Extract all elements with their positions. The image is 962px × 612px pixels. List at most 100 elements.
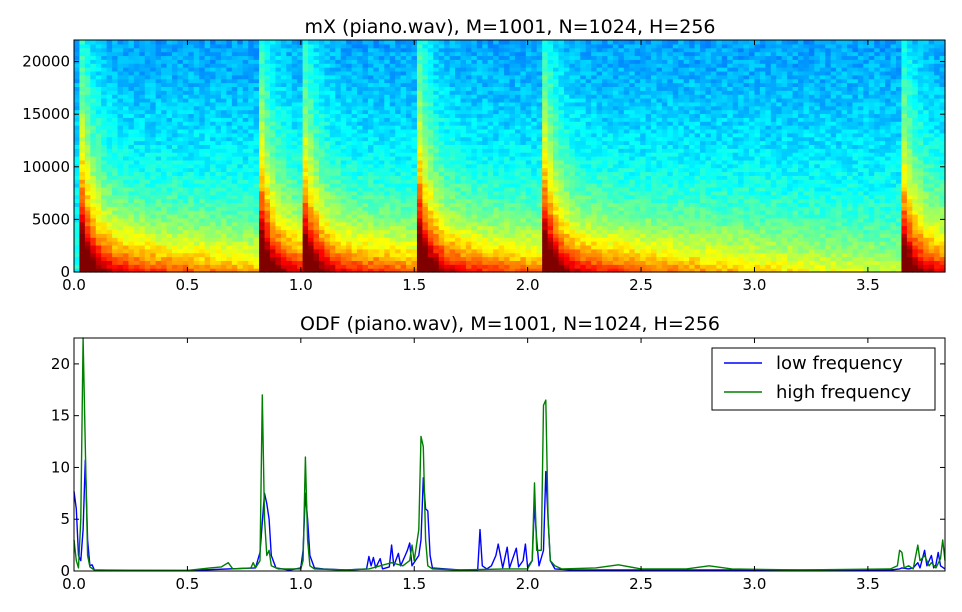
spectrogram-cell xyxy=(509,206,516,211)
spectrogram-cell xyxy=(210,132,217,138)
spectrogram-cell xyxy=(220,214,228,219)
spectrogram-cell xyxy=(144,229,151,234)
spectrogram-cell xyxy=(482,101,489,107)
spectrogram-cell xyxy=(269,190,277,196)
spectrogram-cell xyxy=(248,136,255,142)
spectrogram-cell xyxy=(378,186,385,192)
spectrogram-cell xyxy=(340,233,347,238)
spectrogram-cell xyxy=(128,121,135,126)
spectrogram-cell xyxy=(259,63,266,68)
spectrogram-cell xyxy=(112,256,119,261)
spectrogram-cell xyxy=(280,55,287,60)
spectrogram-cell xyxy=(433,217,440,223)
spectrogram-cell xyxy=(297,237,304,242)
spectrogram-cell xyxy=(128,101,135,107)
spectrogram-cell xyxy=(133,186,140,192)
spectrogram-cell xyxy=(427,47,434,53)
spectrogram-cell xyxy=(150,78,157,84)
spectrogram-cell xyxy=(210,98,217,103)
spectrogram-cell xyxy=(144,244,151,250)
spectrogram-cell xyxy=(204,171,211,176)
spectrogram-cell xyxy=(411,237,418,242)
spectrogram-cell xyxy=(286,248,293,254)
spectrogram-cell xyxy=(389,244,396,250)
spectrogram-cell xyxy=(242,202,249,207)
spectrogram-cell xyxy=(231,117,238,122)
spectrogram-cell xyxy=(395,152,402,157)
spectrogram-cell xyxy=(373,260,380,265)
spectrogram-cell xyxy=(525,241,532,246)
spectrogram-cell xyxy=(455,217,462,223)
spectrogram-cell xyxy=(460,55,467,60)
spectrogram-cell xyxy=(367,171,375,176)
spectrogram-cell xyxy=(406,63,413,68)
spectrogram-cell xyxy=(144,47,151,53)
spectrogram-cell xyxy=(79,198,86,203)
spectrogram-cell xyxy=(465,113,472,118)
spectrogram-cell xyxy=(302,98,309,103)
spectrogram-cell xyxy=(455,260,462,265)
spectrogram-cell xyxy=(269,156,277,161)
spectrogram-cell xyxy=(389,237,396,242)
spectrogram-cell xyxy=(275,40,282,45)
spectrogram-cell xyxy=(487,121,494,126)
spectrogram-cell xyxy=(237,43,244,49)
spectrogram-cell xyxy=(166,225,173,231)
spectrogram-cell xyxy=(302,225,309,231)
spectrogram-cell xyxy=(264,186,271,192)
spectrogram-cell xyxy=(291,214,298,219)
spectrogram-cell xyxy=(275,194,282,200)
spectrogram-cell xyxy=(248,163,255,169)
spectrogram-cell xyxy=(482,152,489,157)
spectrogram-cell xyxy=(177,82,184,87)
spectrogram-cell xyxy=(74,264,81,269)
spectrogram-cell xyxy=(144,121,151,126)
spectrogram-cell xyxy=(286,113,293,118)
spectrogram-cell xyxy=(460,63,467,68)
spectrogram-cell xyxy=(427,70,434,76)
spectrogram-cell xyxy=(199,229,206,234)
spectrogram-cell xyxy=(346,252,353,258)
spectrogram-cell xyxy=(308,186,315,192)
spectrogram-cell xyxy=(504,248,511,254)
spectrogram-cell xyxy=(215,217,222,223)
spectrogram-cell xyxy=(101,264,108,269)
spectrogram-cell xyxy=(171,202,179,207)
spectrogram-cell xyxy=(329,167,336,173)
spectrogram-cell xyxy=(139,268,146,273)
spectrogram-cell xyxy=(504,186,511,192)
spectrogram-cell xyxy=(433,136,440,142)
spectrogram-cell xyxy=(237,214,244,219)
spectrogram-cell xyxy=(269,105,277,111)
spectrogram-cell xyxy=(335,237,342,242)
spectrogram-cell xyxy=(395,237,402,242)
spectrogram-cell xyxy=(79,86,86,91)
spectrogram-cell xyxy=(188,43,195,49)
spectrogram-cell xyxy=(259,264,266,269)
spectrogram-cell xyxy=(438,171,445,176)
spectrogram-cell xyxy=(280,117,287,122)
spectrogram-cell xyxy=(188,167,195,173)
spectrogram-cell xyxy=(275,74,282,80)
spectrogram-cell xyxy=(215,94,222,99)
spectrogram-cell xyxy=(313,217,320,223)
spectrogram-cell xyxy=(378,159,385,165)
spectrogram-cell xyxy=(329,55,336,60)
spectrogram-cell xyxy=(117,233,124,238)
spectrogram-cell xyxy=(400,221,407,227)
spectrogram-cell xyxy=(242,163,249,169)
spectrogram-cell xyxy=(411,217,418,223)
spectrogram-cell xyxy=(242,248,249,254)
spectrogram-cell xyxy=(335,248,342,254)
spectrogram-cell xyxy=(444,152,451,157)
spectrogram-cell xyxy=(476,140,483,145)
spectrogram-cell xyxy=(449,101,456,107)
spectrogram-cell xyxy=(237,163,244,169)
spectrogram-cell xyxy=(248,125,255,130)
spectrogram-cell xyxy=(133,190,140,196)
spectrogram-cell xyxy=(101,63,108,68)
spectrogram-cell xyxy=(433,221,440,227)
spectrogram-cell xyxy=(318,225,326,231)
spectrogram-cell xyxy=(231,233,238,238)
spectrogram-cell xyxy=(351,179,358,184)
